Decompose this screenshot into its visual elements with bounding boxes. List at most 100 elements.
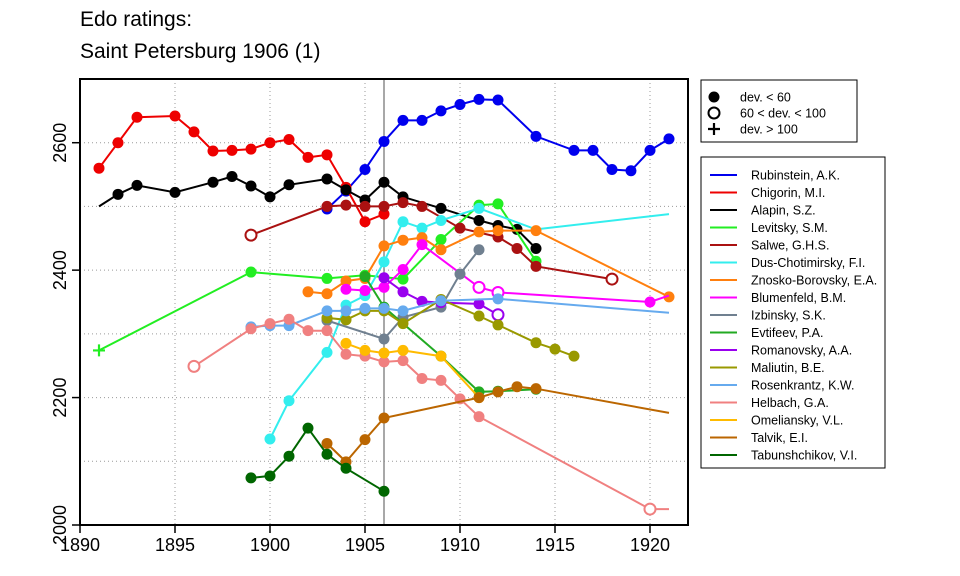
data-point: [169, 186, 181, 198]
data-point: [321, 149, 333, 161]
data-point: [302, 325, 314, 337]
data-point: [112, 137, 124, 149]
data-point: [359, 271, 371, 283]
data-point: [568, 350, 580, 362]
data-point: [454, 222, 466, 234]
data-point: [359, 302, 371, 314]
legend-label: Blumenfeld, B.M.: [751, 291, 846, 305]
data-point: [644, 296, 656, 308]
data-point: [283, 179, 295, 191]
data-point: [340, 348, 352, 360]
data-point: [549, 343, 561, 355]
data-point: [473, 298, 485, 310]
legend-label: Znosko-Borovsky, E.A.: [751, 274, 877, 288]
data-point: [359, 200, 371, 212]
series-line: [193, 318, 669, 511]
axes: 1890 1895 1900 1905 1910 1915 1920 2000 2200 2400…: [50, 123, 670, 555]
data-point: [473, 244, 485, 256]
data-point: [283, 134, 295, 146]
data-point: [587, 144, 599, 156]
data-point: [530, 225, 542, 237]
data-point: [708, 91, 720, 103]
legend-label: Izbinsky, S.K.: [751, 309, 826, 323]
data-point: [435, 350, 447, 362]
series-line: [326, 98, 670, 210]
data-point: [378, 347, 390, 359]
legend-label: Romanovsky, A.A.: [751, 344, 852, 358]
data-point: [397, 344, 409, 356]
legend-label: Evtifeev, P.A.: [751, 326, 824, 340]
data-point: [264, 433, 276, 445]
marker-legend: dev. < 60 60 < dev. < 100 dev. > 100: [700, 79, 858, 143]
data-point: [416, 239, 428, 251]
series-alapin-s-z-: [98, 170, 542, 254]
data-point: [530, 130, 542, 142]
data-point: [226, 170, 238, 182]
data-point: [359, 344, 371, 356]
data-point: [283, 450, 295, 462]
data-point-plus: [708, 123, 720, 135]
data-point: [492, 225, 504, 237]
legend-label: Chigorin, M.I.: [751, 186, 825, 200]
data-point: [359, 285, 371, 297]
data-point: [378, 176, 390, 188]
data-point: [245, 266, 257, 278]
data-point: [340, 275, 352, 287]
series-line: [269, 207, 670, 440]
legend-label: Rosenkrantz, K.W.: [751, 379, 855, 393]
legend-label: Dus-Chotimirsky, F.I.: [751, 256, 865, 270]
series-dus-chotimirsky-f-i-: [264, 202, 670, 445]
data-point: [378, 135, 390, 147]
data-point: [435, 234, 447, 246]
data-point-open: [472, 280, 486, 294]
data-point: [340, 283, 352, 295]
data-point: [435, 244, 447, 256]
data-point: [473, 310, 485, 322]
data-point: [473, 93, 485, 105]
data-point: [454, 268, 466, 280]
data-point: [321, 200, 333, 212]
data-point-open: [707, 106, 721, 120]
data-point: [378, 485, 390, 497]
data-point: [397, 318, 409, 330]
data-point: [397, 273, 409, 285]
data-point: [397, 234, 409, 246]
data-point: [302, 422, 314, 434]
series-legend: Rubinstein, A.K. Chigorin, M.I. Alapin, S.…: [700, 156, 886, 469]
x-tick-label: 1890: [60, 535, 100, 555]
legend-label: Tabunshchikov, V.I.: [751, 449, 857, 463]
data-point: [378, 240, 390, 252]
data-point: [435, 202, 447, 214]
chart-title-line-1: Edo ratings:: [80, 8, 193, 31]
data-point: [321, 448, 333, 460]
data-point: [359, 216, 371, 228]
data-point: [245, 323, 257, 335]
data-point: [625, 165, 637, 177]
data-point: [378, 256, 390, 268]
data-point: [492, 319, 504, 331]
data-point: [644, 144, 656, 156]
y-tick-label: 2600: [50, 123, 70, 163]
data-point: [416, 222, 428, 234]
data-point: [112, 188, 124, 200]
data-point-open: [491, 308, 505, 322]
data-point: [264, 191, 276, 203]
series-line: [98, 202, 537, 352]
data-point: [321, 305, 333, 317]
legend-label: Levitsky, S.M.: [751, 221, 828, 235]
data-point: [454, 98, 466, 110]
data-point: [340, 462, 352, 474]
marker-legend-box: [700, 79, 858, 143]
series-talvik-e-i-: [321, 381, 670, 468]
data-point: [473, 392, 485, 404]
series-levitsky-s-m-: [93, 198, 542, 357]
data-point: [207, 176, 219, 188]
legend-label: Helbach, G.A.: [751, 396, 829, 410]
data-point: [340, 199, 352, 211]
data-point: [207, 145, 219, 157]
data-point: [302, 151, 314, 163]
data-point: [530, 242, 542, 254]
data-point: [473, 214, 485, 226]
plot-frame: [79, 78, 689, 526]
series-helbach-g-a-: [187, 313, 669, 516]
